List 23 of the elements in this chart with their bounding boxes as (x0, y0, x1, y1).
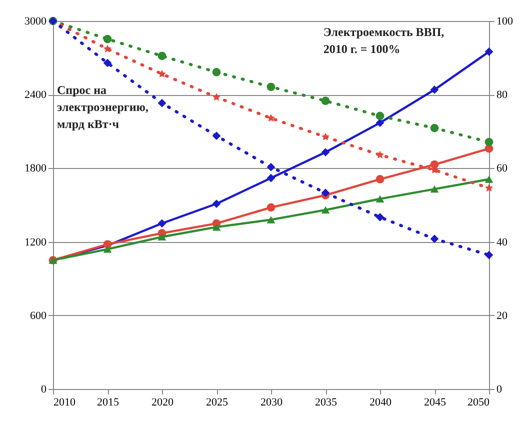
x-tick-label: 2045 (424, 396, 446, 408)
y2-tick-label: 100 (496, 16, 514, 28)
x-tick-label: 2010 (54, 396, 76, 408)
y-tick-label: 0 (41, 384, 47, 396)
y2-tick-label: 0 (496, 384, 502, 396)
x-tick-label: 2030 (260, 396, 283, 408)
x-tick-label: 2035 (315, 396, 338, 408)
y-tick-label: 600 (30, 310, 47, 322)
y-tick-label: 1200 (24, 236, 47, 248)
x-tick-label: 2040 (370, 396, 392, 408)
x-tick-label: 2025 (206, 396, 228, 408)
x-tick-label: 2015 (97, 396, 120, 408)
y2-tick-label: 80 (496, 89, 508, 102)
x-tick-label: 2020 (152, 396, 174, 408)
y-tick-label: 2400 (24, 89, 47, 102)
y-tick-label: 1800 (24, 162, 47, 175)
y2-tick-label: 40 (496, 236, 508, 248)
y2-tick-label: 60 (496, 162, 508, 175)
annotation: Электроемкость ВВП, 2010 г. = 100% (323, 25, 444, 56)
annotation: Спрос на электроэнергию, млрд кВт·ч (57, 83, 148, 131)
y-tick-label: 3000 (24, 16, 47, 28)
x-tick-label: 2050 (468, 396, 490, 408)
y2-tick-label: 20 (496, 310, 508, 322)
